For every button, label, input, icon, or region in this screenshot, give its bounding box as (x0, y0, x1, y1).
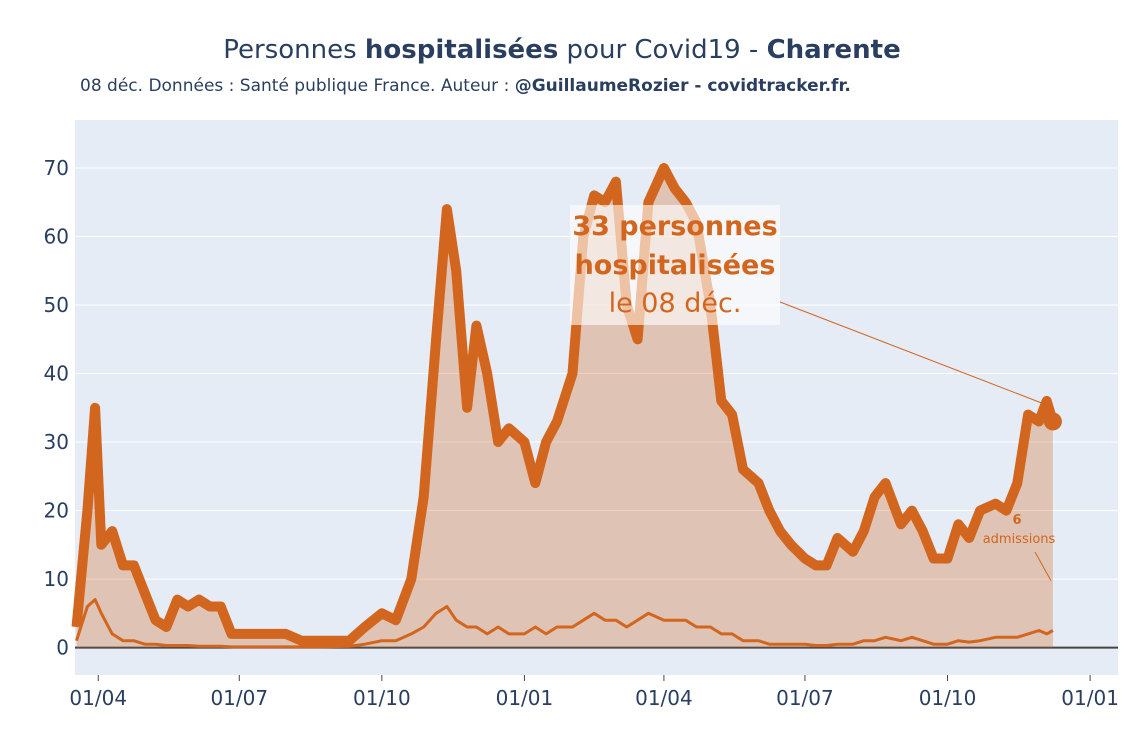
annotation-text: admissions (983, 532, 1056, 547)
annotation-box (570, 205, 780, 325)
x-tick-label: 01/10 (353, 686, 411, 710)
last-point (1043, 412, 1062, 431)
subtitle-part: 08 déc. Données : Santé publique France.… (80, 76, 515, 96)
x-tick-label: 01/01 (496, 686, 554, 710)
annotation-text: hospitalisées (575, 250, 776, 281)
y-tick-label: 20 (44, 499, 69, 523)
chart-subtitle: 08 déc. Données : Santé publique France.… (80, 76, 851, 96)
title-part: hospitalisées (365, 35, 558, 65)
x-tick-label: 01/07 (210, 686, 268, 710)
y-tick-label: 40 (44, 362, 69, 386)
subtitle-part: @GuillaumeRozier - covidtracker.fr. (515, 76, 851, 96)
y-tick-label: 0 (56, 636, 69, 660)
annotation-arrow (1034, 551, 1052, 581)
y-tick-label: 50 (44, 293, 69, 317)
x-tick-label: 01/04 (69, 686, 127, 710)
line (75, 598, 1054, 649)
title-part: Charente (767, 35, 901, 65)
title-part: Personnes (223, 35, 365, 65)
y-tick-label: 60 (44, 224, 69, 248)
x-tick-label: 01/01 (1061, 686, 1119, 710)
y-tick-label: 70 (44, 156, 69, 180)
annotation-text: 33 personnes (572, 211, 777, 242)
chart-title: Personnes hospitalisées pour Covid19 - C… (223, 35, 901, 65)
annotation-text: 6 (1012, 513, 1021, 528)
y-tick-label: 30 (44, 430, 69, 454)
y-tick-label: 10 (44, 567, 69, 591)
annotation-arrow (779, 301, 1044, 404)
title-part: pour Covid19 - (558, 35, 766, 65)
annotation-text: le 08 déc. (609, 288, 742, 319)
x-tick-label: 01/10 (919, 686, 977, 710)
x-tick-label: 01/07 (776, 686, 834, 710)
x-tick-label: 01/04 (635, 686, 693, 710)
